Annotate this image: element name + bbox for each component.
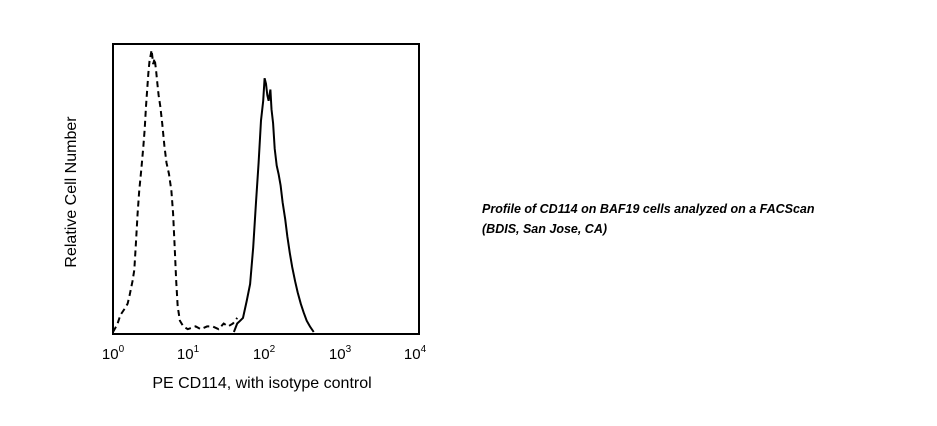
caption-line-2: (BDIS, San Jose, CA) — [482, 222, 608, 236]
x-tick-label-1: 101 — [177, 344, 200, 363]
x-tick-label-3: 103 — [329, 344, 352, 363]
figure-caption: Profile of CD114 on BAF19 cells analyzed… — [482, 199, 882, 239]
x-tick-label-0: 100 — [102, 344, 125, 363]
x-tick-label-2: 102 — [253, 344, 276, 363]
isotype-control-dashed-curve — [112, 49, 238, 333]
x-axis-label: PE CD114, with isotype control — [152, 375, 371, 392]
cd114-stained-solid-curve — [232, 77, 315, 333]
x-tick-label-4: 104 — [404, 344, 427, 363]
caption-line-1: Profile of CD114 on BAF19 cells analyzed… — [482, 202, 815, 216]
plot-frame — [112, 43, 420, 335]
x-axis-tick-labels: 100 101 102 103 104 — [102, 344, 427, 363]
y-axis-label: Relative Cell Number — [63, 116, 80, 268]
